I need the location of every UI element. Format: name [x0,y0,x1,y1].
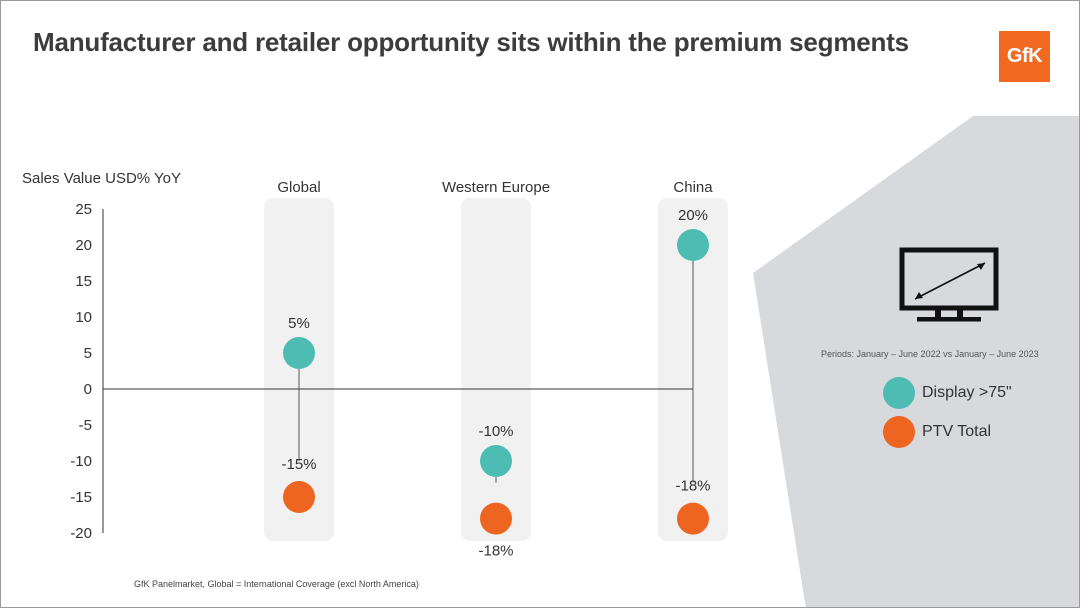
y-tick-label: 5 [84,345,92,362]
page-title: Manufacturer and retailer opportunity si… [33,27,909,57]
point-ptv [283,481,315,513]
y-tick-label: -15 [70,489,92,506]
legend-item-ptv: PTV Total [883,416,991,448]
grey-panel-shape [753,116,1079,607]
y-axis-label: Sales Value USD% YoY [22,170,181,187]
y-tick-label: 10 [75,309,92,326]
gfk-logo: GfK [999,31,1050,82]
legend-swatch-ptv [883,416,915,448]
data-label-display: 20% [678,207,708,224]
legend-item-display: Display >75" [883,377,1012,409]
legend-label-ptv: PTV Total [922,423,992,440]
data-label-ptv: -18% [675,478,710,495]
y-tick-label: 20 [75,237,92,254]
point-display [480,445,512,477]
y-tick-label: 25 [75,201,92,218]
data-label-ptv: -15% [281,456,316,473]
y-tick-label: -10 [70,453,92,470]
y-tick-label: -20 [70,525,92,542]
data-label-ptv: -18% [478,543,513,560]
point-ptv [677,502,709,535]
legend-swatch-display [883,377,915,409]
tv-screen-size-icon [899,247,999,322]
category-label: China [673,179,713,196]
periods-note: Periods: January – June 2022 vs January … [821,349,1039,359]
y-tick-label: 15 [75,273,92,290]
category-label: Western Europe [442,179,550,196]
column-bg-1 [461,198,531,541]
point-display [283,337,315,369]
data-label-display: -10% [478,423,513,440]
category-label: Global [277,179,320,196]
y-tick-label: 0 [84,381,92,398]
data-label-display: 5% [288,315,310,332]
source-footnote: GfK Panelmarket, Global = International … [134,579,419,589]
y-tick-label: -5 [79,417,92,434]
legend-label-display: Display >75" [922,384,1012,401]
point-display [677,229,709,261]
point-ptv [480,502,512,535]
